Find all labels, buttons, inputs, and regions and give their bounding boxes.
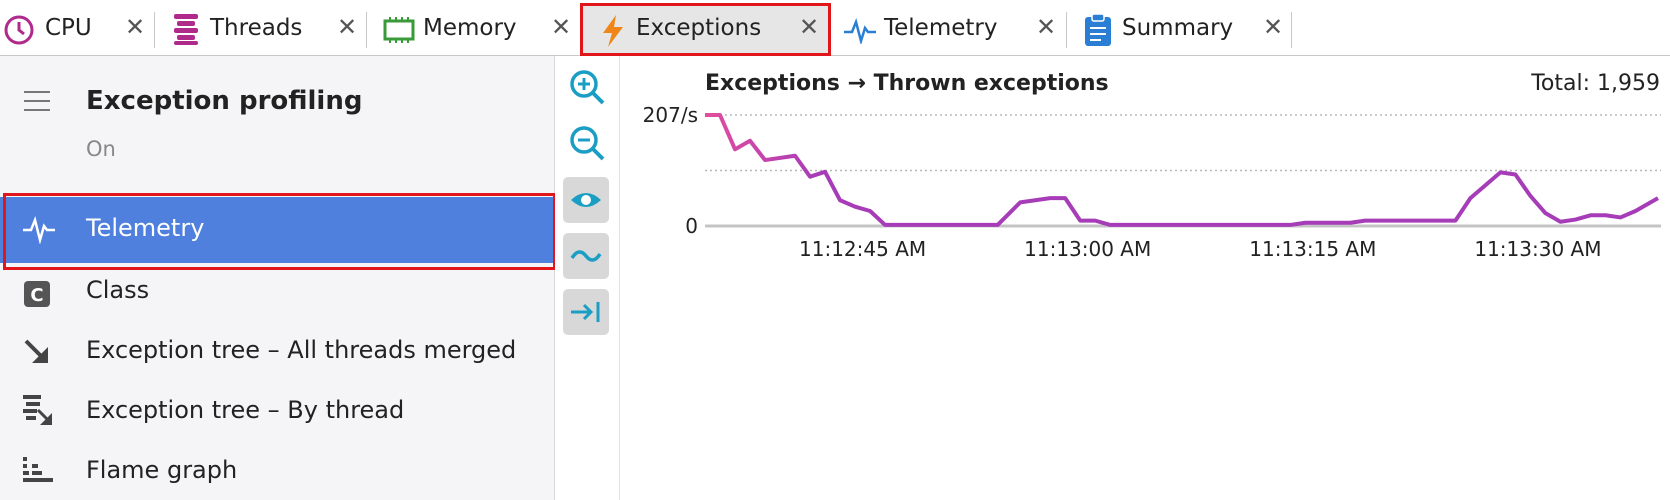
class-icon: C <box>24 281 50 307</box>
summary-icon <box>1085 13 1111 46</box>
exception-tree-thread-icon <box>23 395 52 425</box>
view-item[interactable]: Exception tree – By thread <box>86 396 405 424</box>
tab-bar: CPU ✕ Threads ✕ Memory ✕ Exceptions ✕ Telemetry ✕… <box>0 0 1670 56</box>
sidebar: Exception profiling On C Telemetry Class E… <box>0 56 556 500</box>
selected-item-background <box>0 197 554 263</box>
profiling-status: On <box>86 137 116 161</box>
tab-separator <box>154 12 155 48</box>
memory-icon <box>383 17 415 43</box>
tab-close-button[interactable]: ✕ <box>551 13 572 41</box>
tab-close-button[interactable]: ✕ <box>337 13 358 41</box>
telemetry-icon <box>844 18 876 44</box>
scroll-end-button[interactable] <box>563 289 609 335</box>
view-item[interactable]: Exception tree – All threads merged <box>86 336 517 364</box>
tab-separator <box>366 12 367 48</box>
tab-close-button[interactable]: ✕ <box>1263 13 1284 41</box>
view-item[interactable]: Telemetry <box>86 214 205 242</box>
tab-close-button[interactable]: ✕ <box>125 13 146 41</box>
tab-label[interactable]: Threads <box>210 15 303 41</box>
tab-close-button[interactable]: ✕ <box>1036 13 1057 41</box>
zoom-in-button[interactable] <box>568 68 606 106</box>
tab-close-button[interactable]: ✕ <box>799 13 820 41</box>
view-item[interactable]: Class <box>86 276 150 304</box>
data-line <box>705 113 1659 227</box>
chart-toolbar <box>555 56 620 500</box>
zoom-out-button[interactable] <box>568 124 606 162</box>
show-button[interactable] <box>563 177 609 223</box>
smooth-button[interactable] <box>563 233 609 279</box>
x-tick-label: 11:12:45 AM <box>799 237 926 261</box>
telemetry-view-icon <box>23 216 55 244</box>
tab-separator <box>1291 12 1292 48</box>
tab-label[interactable]: Telemetry <box>884 15 998 41</box>
exception-tree-icon <box>24 339 48 363</box>
x-tick-label: 11:13:00 AM <box>1024 237 1151 261</box>
exceptions-icon <box>603 15 623 47</box>
flame-graph-icon <box>23 457 53 482</box>
chart-title: Exceptions → Thrown exceptions <box>705 71 1109 96</box>
selected-tab-highlight <box>580 3 831 56</box>
tab-label[interactable]: Summary <box>1122 15 1234 41</box>
cpu-icon <box>4 15 34 45</box>
view-item[interactable]: Flame graph <box>86 456 238 484</box>
x-tick-label: 11:13:30 AM <box>1474 237 1601 261</box>
threads-icon <box>174 14 198 45</box>
sidebar-title: Exception profiling <box>86 86 363 116</box>
tab-label[interactable]: Exceptions <box>636 15 762 41</box>
y-tick-label: 0 <box>685 214 698 238</box>
svg-text:C: C <box>30 285 43 306</box>
tab-label[interactable]: CPU <box>45 15 92 41</box>
tab-separator <box>1066 12 1067 48</box>
chart-total: Total: 1,959 <box>1530 71 1660 96</box>
y-tick-label: 207/s <box>643 103 698 127</box>
menu-icon[interactable] <box>24 89 52 113</box>
selected-item-highlight <box>3 193 556 270</box>
telemetry-chart: Exceptions → Thrown exceptions Total: 1,… <box>643 71 1661 261</box>
x-tick-label: 11:13:15 AM <box>1249 237 1376 261</box>
tab-label[interactable]: Memory <box>423 15 517 41</box>
